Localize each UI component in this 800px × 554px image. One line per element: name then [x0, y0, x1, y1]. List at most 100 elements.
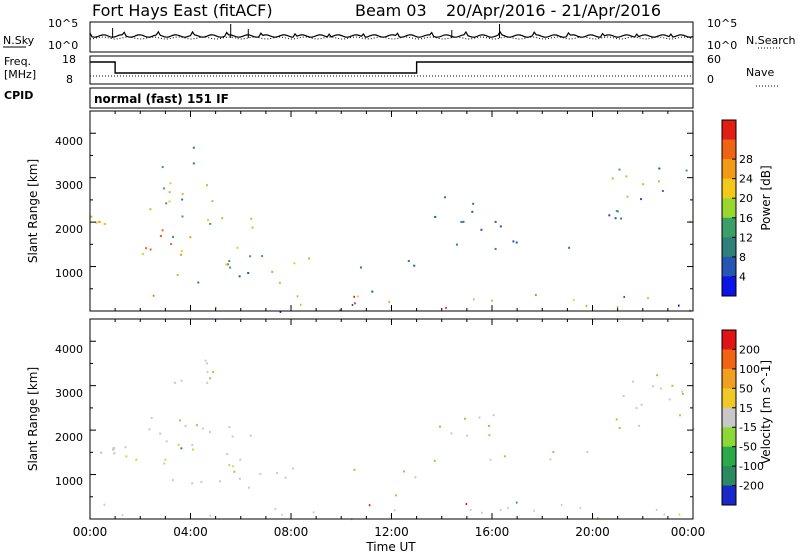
nave-tick-bottom: 0	[707, 73, 714, 86]
scatter-point	[103, 223, 106, 225]
scatter-point	[238, 275, 241, 278]
scatter-point	[192, 162, 195, 165]
scatter-point	[171, 479, 174, 482]
noise-left-tick-bottom: 10^0	[48, 39, 78, 52]
scatter-point	[145, 247, 148, 250]
scatter-point	[180, 447, 183, 450]
scatter-point	[515, 241, 518, 244]
scatter-point	[100, 451, 103, 454]
scatter-point	[471, 210, 474, 213]
colorbar-frame	[721, 329, 737, 506]
x-tick-3: 12:00	[374, 525, 409, 539]
scatter-point	[209, 377, 212, 380]
scatter-point	[620, 217, 623, 220]
scatter-point	[615, 418, 618, 421]
scatter-point	[233, 470, 236, 473]
scatter-point	[472, 202, 475, 205]
scatter-point	[292, 467, 295, 470]
scatter-point	[489, 458, 492, 461]
x-tick-0: 00:00	[73, 525, 108, 539]
noise-sky-trace	[89, 30, 694, 38]
scatter-point	[478, 416, 481, 419]
freq-tick-top: 18	[62, 53, 76, 66]
noise-left-tick-top: 10^5	[48, 17, 78, 30]
scatter-point	[191, 443, 194, 446]
noise-right-tick-top: 10^5	[707, 17, 737, 30]
freq-panel: Freq. [MHz] 18 8 60 0 Nave	[4, 53, 778, 87]
scatter-point	[679, 414, 681, 417]
colorbar-segment	[722, 159, 736, 180]
x-tick-2: 08:00	[274, 525, 309, 539]
scatter-point	[247, 272, 250, 274]
scatter-point	[165, 202, 168, 205]
beam-label: Beam 03	[355, 1, 427, 20]
scatter-point	[445, 306, 447, 309]
scatter-point	[549, 458, 552, 461]
scatter-point	[640, 198, 642, 201]
scatter-point	[113, 452, 116, 455]
cpid-panel	[89, 87, 694, 109]
scatter-point	[125, 455, 128, 458]
scatter-point	[618, 427, 621, 429]
scatter-point	[354, 302, 356, 305]
scatter-point	[469, 508, 472, 511]
scatter-point	[455, 243, 458, 246]
velocity-y-tick-3000: 3000	[55, 387, 83, 400]
freq-tick-bottom: 8	[66, 73, 73, 86]
scatter-point	[176, 274, 179, 277]
scatter-point	[204, 359, 207, 362]
scatter-point	[172, 235, 174, 238]
noise-search-label: N.Search	[746, 34, 796, 47]
colorbar-segment	[722, 388, 736, 409]
colorbar-tick-label: 12	[739, 231, 753, 244]
scatter-point	[439, 425, 441, 428]
scatter-point	[413, 264, 416, 267]
x-tick-1: 04:00	[173, 525, 208, 539]
date-range: 20/Apr/2016 - 21/Apr/2016	[446, 1, 661, 20]
scatter-point	[169, 182, 172, 185]
scatter-point	[499, 225, 502, 228]
scatter-point	[251, 226, 254, 229]
scatter-point	[180, 250, 183, 253]
scatter-point	[218, 480, 221, 483]
power-y-tick-2000: 2000	[55, 223, 83, 236]
colorbar-tick-label: -15	[739, 421, 757, 434]
scatter-point	[481, 511, 483, 514]
scatter-point	[284, 476, 287, 479]
scatter-point	[638, 424, 641, 427]
scatter-point	[658, 167, 661, 170]
velocity-y-axis: 1000 2000 3000 4000	[55, 318, 693, 498]
x-tick-6: 00:00	[671, 525, 706, 539]
scatter-point	[353, 468, 356, 471]
scatter-point	[238, 477, 241, 480]
scatter-point	[247, 486, 250, 489]
scatter-point	[181, 198, 184, 201]
colorbar-tick-label: 20	[739, 192, 753, 205]
scatter-point	[179, 419, 182, 422]
scatter-point	[271, 270, 274, 273]
scatter-point	[209, 514, 211, 517]
colorbar-segment	[722, 330, 736, 350]
scatter-point	[647, 297, 649, 300]
scatter-point	[533, 509, 535, 512]
colorbar-tick-label: 15	[739, 402, 753, 415]
scatter-point	[112, 448, 115, 451]
scatter-point	[663, 513, 666, 516]
colorbar-frame	[721, 119, 737, 297]
scatter-point	[464, 417, 466, 420]
scatter-point	[159, 432, 162, 435]
scatter-point	[661, 190, 664, 192]
scatter-point	[494, 220, 497, 223]
scatter-point	[414, 476, 417, 479]
scatter-point	[512, 240, 515, 243]
scatter-point	[221, 217, 224, 220]
scatter-point	[394, 494, 397, 497]
scatter-point	[515, 501, 518, 504]
colorbar-segment	[722, 427, 736, 448]
scatter-point	[250, 217, 253, 220]
scatter-point	[635, 407, 638, 410]
scatter-point	[112, 447, 115, 449]
scatter-point	[124, 446, 127, 449]
scatter-point	[596, 517, 599, 519]
